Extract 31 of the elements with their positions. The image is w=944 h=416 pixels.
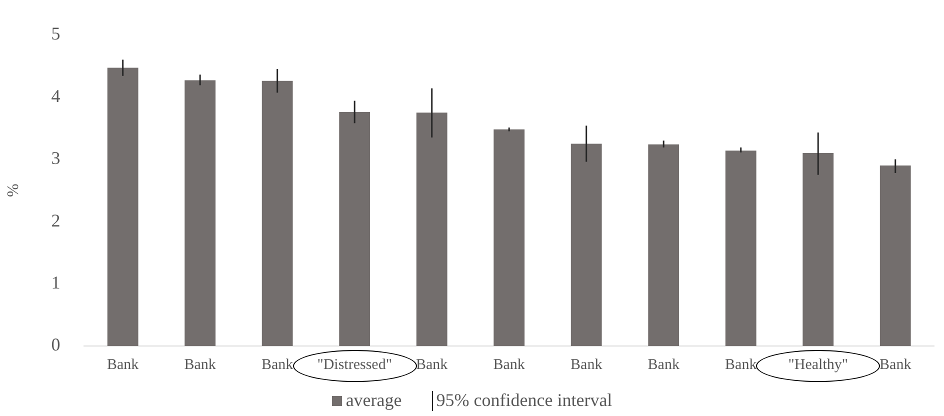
x-tick-label: "Healthy" [788,356,848,373]
x-tick-label: Bank [493,356,526,373]
bar [262,80,293,346]
bar [339,112,370,346]
x-tick-label: Bank [725,356,758,373]
bar [648,144,680,346]
bar [494,129,525,346]
bar [570,144,602,346]
x-tick-label: Bank [184,356,216,373]
y-tick-label: 2 [51,210,60,230]
bar [184,80,216,346]
bar [107,68,138,346]
text: 95% confidence interval [436,390,612,411]
x-tick-label: "Distressed" [317,356,392,373]
x-tick-label: Bank [106,356,140,373]
x-tick-label: Bank [262,356,294,373]
y-tick-label: 0 [51,334,60,355]
bar [725,150,756,346]
x-tick-label: Bank [648,356,680,373]
y-tick-label: 3 [51,148,60,168]
y-tick-label: 5 [51,24,60,44]
y-tick-label: 1 [51,272,60,292]
bar [802,153,834,346]
x-tick-label: Bank [880,356,912,373]
bar [416,112,448,346]
x-tick-label: Bank [416,356,448,373]
y-tick-label: 4 [51,86,60,106]
x-tick-label: Bank [570,356,603,373]
bar [880,166,911,346]
y-axis-title: % [4,184,22,198]
legend-label: average [346,390,402,411]
